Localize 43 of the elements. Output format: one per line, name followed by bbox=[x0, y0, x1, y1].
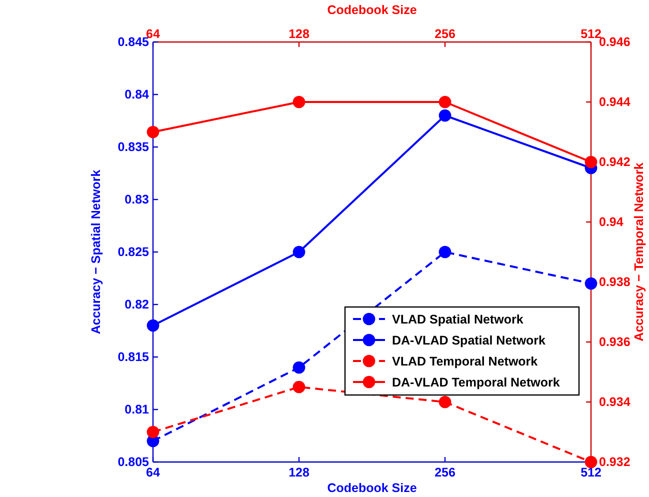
category-label: 128 bbox=[288, 465, 310, 480]
point bbox=[292, 380, 306, 394]
y-tick-label: 0.825 bbox=[118, 245, 150, 259]
point bbox=[438, 109, 452, 122]
legend-label: DA-VLAD Temporal Network bbox=[392, 376, 560, 390]
x-tick-label: 256 bbox=[434, 26, 456, 41]
y2-tick-label: 0.942 bbox=[599, 155, 630, 169]
point bbox=[438, 96, 452, 108]
y2-tick-label: 0.946 bbox=[599, 35, 630, 49]
point bbox=[438, 396, 452, 408]
legend-label: VLAD Temporal Network bbox=[392, 354, 538, 368]
x-axis-title: Codebook Size bbox=[327, 481, 417, 495]
point bbox=[584, 456, 598, 468]
y2-tick-label: 0.938 bbox=[599, 275, 630, 289]
y-tick-label: 0.835 bbox=[118, 140, 150, 154]
point bbox=[584, 277, 598, 290]
x-tick-label: 128 bbox=[288, 26, 310, 41]
point bbox=[146, 426, 160, 438]
y-axis-title: Accuracy − Spatial Network bbox=[89, 170, 103, 334]
point bbox=[292, 96, 306, 108]
point bbox=[146, 319, 160, 332]
y2-tick-label: 0.932 bbox=[599, 455, 630, 469]
y-tick-label: 0.81 bbox=[124, 402, 150, 416]
x2-axis-title: Codebook Size bbox=[327, 3, 417, 17]
point bbox=[292, 361, 306, 374]
y2-tick-label: 0.936 bbox=[599, 335, 630, 349]
y2-tick-label: 0.944 bbox=[599, 95, 630, 109]
y-tick-label: 0.82 bbox=[124, 298, 150, 312]
legend-label: VLAD Spatial Network bbox=[392, 312, 524, 326]
y-tick-label: 0.84 bbox=[124, 88, 150, 102]
y2-axis-title: Accuracy − Temporal Network bbox=[632, 162, 646, 342]
point bbox=[584, 156, 598, 168]
y2-tick-label: 0.94 bbox=[599, 215, 624, 229]
x-tick-label: 64 bbox=[146, 26, 160, 41]
y-tick-label: 0.815 bbox=[118, 350, 150, 364]
category-label: 512 bbox=[580, 465, 602, 480]
point bbox=[292, 246, 306, 258]
legend-label: DA-VLAD Spatial Network bbox=[392, 334, 546, 348]
y-tick-label: 0.83 bbox=[124, 192, 150, 206]
point bbox=[146, 126, 160, 138]
point bbox=[438, 246, 452, 258]
category-label: 256 bbox=[434, 465, 456, 480]
y2-tick-label: 0.934 bbox=[599, 395, 630, 409]
